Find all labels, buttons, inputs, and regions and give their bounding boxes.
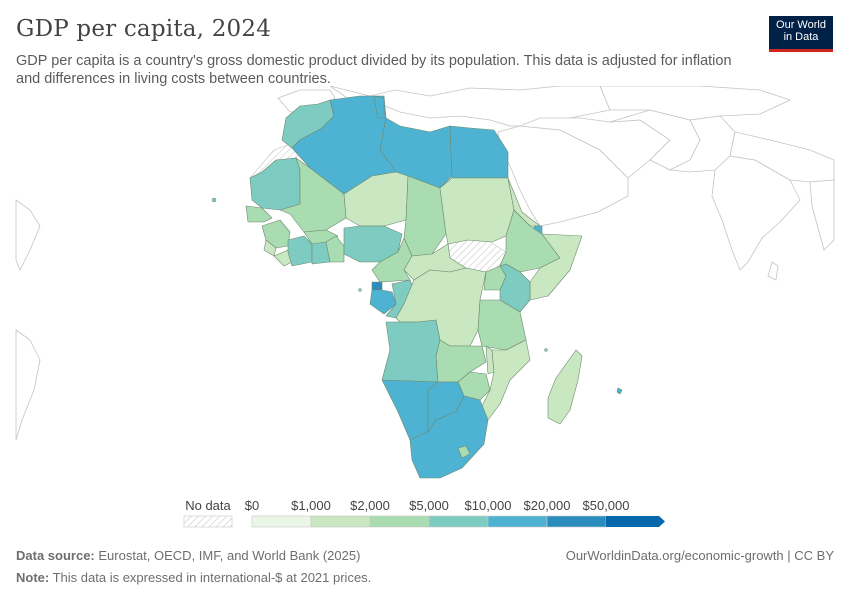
- country-mauritania[interactable]: [249, 157, 301, 211]
- legend: No data $0 $1,000 $2,000 $5,000 $10,000 $20,0…: [183, 498, 665, 528]
- source-text: Eurostat, OECD, IMF, and World Bank (202…: [98, 548, 361, 563]
- source-url-link[interactable]: OurWorldinData.org/economic-growth | CC …: [565, 548, 834, 563]
- country-zambia[interactable]: [435, 339, 487, 383]
- country-kenya[interactable]: [499, 263, 531, 313]
- legend-no-data-label: No data: [185, 498, 231, 513]
- world-map[interactable]: [0, 86, 850, 486]
- country-senegal[interactable]: [245, 205, 273, 223]
- country-sudan[interactable]: [439, 177, 515, 245]
- land-americas-tip: [15, 199, 41, 271]
- legend-swatch-1: [310, 515, 371, 528]
- legend-swatch-2: [369, 515, 430, 528]
- legend-no-data-swatch: [183, 515, 233, 528]
- note-text: This data is expressed in international-…: [52, 570, 372, 585]
- land-central-asia: [599, 86, 792, 121]
- country-lesotho[interactable]: [457, 445, 471, 459]
- legend-tick-label-6: $50,000: [583, 498, 630, 513]
- legend-swatch-0: [251, 515, 312, 528]
- island-comoros: [544, 348, 548, 352]
- legend-swatch-4: [487, 515, 548, 528]
- country-angola[interactable]: [381, 319, 441, 383]
- legend-bins: $0 $1,000 $2,000 $5,000 $10,000 $20,000 $50,00…: [245, 498, 665, 528]
- country-libya[interactable]: [379, 117, 453, 189]
- country-mauritius[interactable]: [616, 387, 623, 395]
- land-pakistan-afghanistan: [668, 115, 736, 173]
- legend-swatch-5: [546, 515, 607, 528]
- source-label: Data source:: [16, 548, 95, 563]
- owid-logo[interactable]: Our World in Data: [769, 16, 833, 52]
- logo-line-2: in Data: [783, 31, 819, 43]
- legend-tick-label-3: $5,000: [409, 498, 449, 513]
- legend-tick-label-2: $2,000: [350, 498, 390, 513]
- footer: Data source: Eurostat, OECD, IMF, and Wo…: [16, 548, 834, 592]
- land-southeast-asia: [809, 179, 835, 251]
- legend-tick-label-4: $10,000: [465, 498, 512, 513]
- land-brazil-tip: [15, 329, 41, 441]
- footer-note-row: Note: This data is expressed in internat…: [16, 570, 834, 592]
- land-sri-lanka: [767, 261, 779, 281]
- country-cote-divoire[interactable]: [287, 235, 313, 267]
- footer-source-row: Data source: Eurostat, OECD, IMF, and Wo…: [16, 548, 834, 570]
- chart-title: GDP per capita, 2024: [16, 16, 272, 42]
- legend-swatch-3: [428, 515, 489, 528]
- note-label: Note:: [16, 570, 50, 585]
- legend-swatch-6: [606, 516, 665, 527]
- country-madagascar[interactable]: [547, 349, 583, 425]
- logo-line-1: Our World: [776, 19, 826, 31]
- island-sao-tome: [358, 288, 362, 292]
- country-south-africa[interactable]: [409, 395, 489, 479]
- country-equatorial-guinea[interactable]: [371, 281, 383, 291]
- legend-tick-label-5: $20,000: [524, 498, 571, 513]
- legend-tick-label-0: $0: [245, 498, 259, 513]
- africa-choropleth: [245, 95, 623, 479]
- legend-tick-label-1: $1,000: [291, 498, 331, 513]
- island-cape-verde: [211, 197, 217, 203]
- small-islands: [211, 197, 548, 352]
- chart-subtitle: GDP per capita is a country's gross dome…: [16, 53, 732, 87]
- background-land: [15, 86, 835, 441]
